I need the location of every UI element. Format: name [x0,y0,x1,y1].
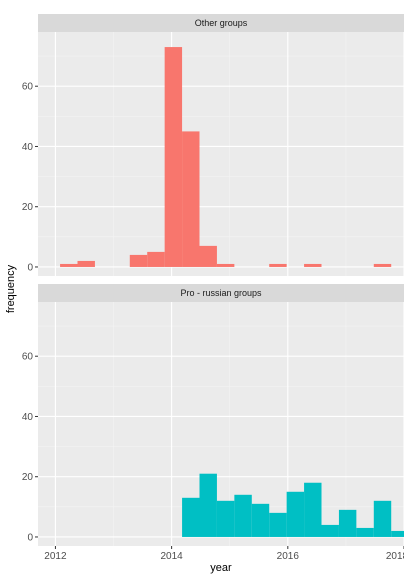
histogram-bar [304,263,322,267]
x-axis-title: year [210,562,232,574]
histogram-bar [356,527,374,537]
histogram-bar [216,263,235,267]
y-tick-label: 20 [22,202,34,213]
y-tick-label: 0 [27,532,33,543]
x-tick-label: 2018 [386,551,404,562]
facet-strip-label: Other groups [195,18,248,28]
histogram-bar [321,524,339,537]
histogram-bar [391,530,404,537]
y-axis-title: frequency [5,264,17,313]
x-tick-label: 2012 [44,551,67,562]
histogram-bar [269,263,287,267]
facet-strip [38,284,404,302]
histogram-bar [286,491,305,537]
histogram-bar [269,512,287,537]
x-axis: 2012 2014 2016 2018 [44,546,404,562]
histogram-bar [251,503,270,537]
histogram-bar [147,251,165,267]
histogram-bar [216,500,235,537]
panel-1: Other groups 0 20 40 60 [22,14,404,276]
histogram-bar [182,131,200,267]
facet-strip-label: Pro - russian groups [180,288,262,298]
x-tick-label: 2016 [277,551,300,562]
y-tick-label: 20 [22,472,34,483]
histogram-bar [199,245,217,267]
y-tick-label: 60 [22,82,34,93]
panel-background [38,32,404,276]
histogram-bar [77,260,95,267]
y-tick-label: 40 [22,412,34,423]
facet-strip [38,14,404,32]
y-tick-label: 60 [22,352,34,363]
histogram-bar [234,494,252,537]
histogram-bar [182,497,200,537]
histogram-bar [199,473,217,537]
y-tick-label: 40 [22,142,34,153]
histogram-bar [304,482,322,537]
histogram-bar [373,500,392,537]
histogram-bar [60,263,78,267]
x-tick-label: 2014 [160,551,183,562]
histogram-bar [338,509,357,537]
y-tick-label: 0 [27,262,33,273]
histogram-bar [373,263,392,267]
panel-2: Pro - russian groups 0 20 40 60 [22,284,404,546]
panels-layer: Other groups 0 20 40 60 Pro - russian groups 0… [22,14,404,546]
histogram-bar [129,254,148,267]
histogram-bar [164,47,183,267]
